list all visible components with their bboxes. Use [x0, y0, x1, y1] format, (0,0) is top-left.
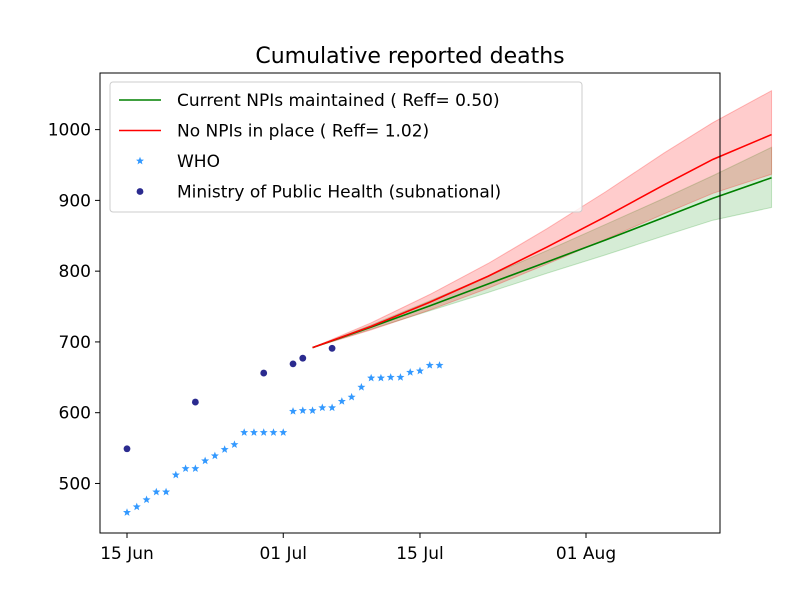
y-tick-label-3: 800: [59, 262, 91, 282]
x-tick-label-2: 15 Jul: [396, 544, 444, 564]
ministry-circle-point-4: [299, 354, 307, 362]
series-line-0: [312, 176, 772, 349]
who-star-point-23: [347, 392, 356, 401]
who-star-point-29: [406, 368, 415, 376]
chart-title: Cumulative reported deaths: [255, 44, 564, 69]
legend-star-swatch-2: [136, 156, 144, 165]
legend-label-1: No NPIs in place ( Reff= 1.02): [177, 122, 429, 142]
ministry-circle-point-5: [328, 344, 336, 352]
y-tick-label-1: 600: [59, 404, 91, 424]
x-tick-label-3: 01 Aug: [556, 544, 616, 564]
who-star-point-19: [308, 406, 317, 414]
legend-box: [109, 81, 583, 213]
who-star-point-22: [337, 397, 346, 405]
legend-label-2: WHO: [177, 152, 220, 172]
who-star-point-14: [259, 428, 268, 436]
who-star-point-5: [171, 470, 180, 479]
y-tick-label-2: 700: [59, 333, 91, 353]
who-star-point-2: [142, 495, 151, 504]
who-star-point-25: [367, 373, 376, 382]
who-star-point-28: [396, 373, 405, 381]
x-tick-label-1: 01 Jul: [259, 544, 307, 564]
who-star-point-11: [230, 440, 239, 448]
who-star-point-20: [318, 403, 327, 412]
who-star-point-32: [435, 361, 444, 369]
legend-label-0: Current NPIs maintained ( Reff= 0.50): [177, 91, 500, 111]
axes: 500 600 700 800 900 1000 15 Jun 01 Jul 15 Jul 01 …: [48, 72, 721, 564]
legend-circle-swatch-3: [136, 188, 144, 195]
who-star-point-31: [425, 361, 434, 369]
ministry-circle-point-3: [289, 360, 297, 368]
who-star-point-7: [191, 464, 200, 472]
y-tick-label-5: 1000: [48, 121, 91, 141]
who-star-point-26: [376, 373, 385, 382]
who-star-point-6: [181, 464, 190, 472]
who-star-point-17: [289, 407, 298, 415]
series-line-1: [312, 133, 772, 349]
who-star-point-18: [298, 406, 307, 414]
who-star-point-12: [240, 428, 249, 436]
who-star-point-1: [132, 502, 141, 511]
plot-area: [123, 89, 773, 516]
legend-label-3: Ministry of Public Health (subnational): [177, 183, 501, 203]
ministry-circle-point-2: [260, 369, 268, 377]
who-star-point-0: [123, 508, 131, 516]
who-star-point-16: [279, 428, 288, 436]
who-star-point-15: [269, 428, 278, 436]
ministry-circle-point-0: [123, 445, 131, 453]
who-star-point-3: [152, 487, 161, 496]
who-star-point-24: [357, 383, 366, 391]
y-tick-label-4: 900: [59, 191, 91, 211]
who-star-point-27: [386, 373, 395, 381]
confidence-band-1: [312, 89, 773, 349]
x-tick-label-0: 15 Jun: [100, 544, 154, 564]
who-star-point-10: [220, 445, 229, 453]
y-tick-label-0: 500: [59, 474, 91, 494]
who-star-point-13: [249, 428, 258, 436]
ministry-circle-point-1: [191, 398, 199, 406]
who-star-point-9: [210, 451, 219, 460]
who-star-point-4: [162, 487, 171, 496]
who-star-point-30: [415, 366, 424, 375]
plot-frame: [99, 72, 721, 534]
who-star-point-21: [328, 403, 337, 412]
legend: Current NPIs maintained ( Reff= 0.50) No …: [109, 81, 583, 213]
who-star-point-8: [201, 456, 210, 465]
